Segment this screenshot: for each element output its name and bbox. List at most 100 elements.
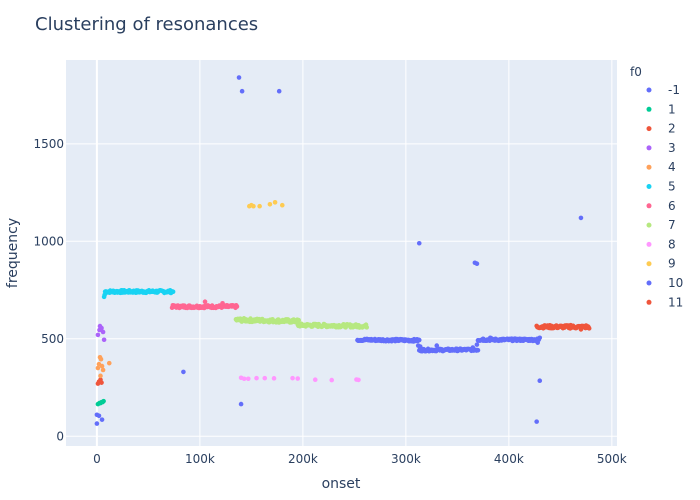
series-6 — [169, 299, 240, 311]
data-point — [98, 356, 104, 362]
legend-marker — [646, 203, 652, 209]
data-point — [99, 380, 104, 385]
data-point — [537, 378, 543, 383]
data-point — [236, 75, 242, 80]
data-point — [202, 299, 208, 305]
legend-label: 8 — [668, 237, 676, 251]
legend-label: 1 — [668, 102, 676, 116]
data-point — [239, 88, 245, 94]
data-point — [420, 347, 425, 352]
legend-marker — [646, 299, 652, 305]
y-tick-label: 1500 — [33, 137, 64, 151]
data-point — [238, 401, 244, 407]
x-axis-title: onset — [322, 476, 361, 492]
data-point — [262, 375, 268, 381]
data-point — [470, 345, 476, 350]
data-point — [220, 300, 225, 306]
series-11 — [534, 322, 592, 332]
legend-marker — [646, 261, 652, 267]
legend-label: 9 — [668, 257, 676, 271]
legend-marker — [646, 145, 652, 151]
legend-item-2[interactable]: 2 — [646, 122, 676, 136]
data-point — [449, 348, 455, 353]
data-point — [101, 337, 107, 343]
series-2 — [95, 377, 104, 386]
axis-layer: 0 100k 200k 300k 400k 500k 0 500 1000 1500 — [33, 137, 626, 466]
legend-item-10[interactable]: 10 — [646, 276, 684, 290]
legend-marker — [646, 280, 652, 286]
chart-title: Clustering of resonances — [35, 14, 258, 35]
data-point — [254, 375, 259, 381]
legend-label: 10 — [668, 276, 683, 290]
legend-label: 6 — [668, 199, 676, 213]
legend-item-11[interactable]: 11 — [646, 295, 684, 309]
data-point — [276, 88, 282, 94]
series-10 — [355, 335, 543, 354]
data-point — [416, 337, 422, 343]
y-tick-label: 500 — [41, 332, 64, 346]
data-point — [534, 419, 539, 424]
data-point — [95, 332, 101, 338]
data-point — [583, 323, 589, 328]
data-point — [234, 304, 240, 309]
legend[interactable]: f0 -1 1 2 3 4 5 6 7 8 9 10 11 — [630, 65, 683, 309]
series-7 — [233, 316, 370, 330]
data-point — [578, 215, 584, 221]
data-point — [95, 365, 101, 371]
data-point — [290, 375, 295, 381]
x-tick-label: 400k — [494, 452, 524, 466]
data-point — [329, 377, 335, 383]
series-8 — [238, 375, 361, 383]
data-point — [578, 327, 584, 332]
data-point — [296, 317, 302, 323]
data-point — [94, 421, 100, 426]
data-point — [271, 376, 277, 381]
legend-marker — [646, 106, 652, 112]
legend-label: 4 — [668, 160, 676, 174]
series-3 — [95, 323, 107, 343]
data-point — [241, 376, 247, 382]
plot-background — [66, 60, 617, 446]
legend-item-4[interactable]: 4 — [646, 160, 676, 174]
data-point — [474, 261, 480, 267]
legend-marker — [646, 184, 652, 189]
data-point — [100, 329, 106, 335]
data-point — [99, 363, 105, 369]
legend-marker — [646, 126, 652, 132]
data-point — [181, 369, 186, 375]
data-point — [434, 343, 440, 348]
legend-item-7[interactable]: 7 — [646, 218, 676, 232]
legend-item-5[interactable]: 5 — [646, 180, 676, 194]
legend-label: -1 — [668, 83, 680, 97]
data-point — [279, 202, 285, 208]
data-point — [568, 322, 573, 328]
y-tick-label: 1000 — [33, 234, 64, 248]
data-point — [272, 200, 278, 205]
legend-label: 11 — [668, 295, 683, 309]
legend-item-6[interactable]: 6 — [646, 199, 676, 213]
legend-item-9[interactable]: 9 — [646, 257, 676, 271]
series-1 — [95, 398, 106, 407]
series--1 — [94, 75, 584, 426]
data-point — [537, 335, 543, 341]
legend-item-3[interactable]: 3 — [646, 141, 676, 155]
x-tick-label: 500k — [597, 452, 627, 466]
data-point — [257, 203, 262, 209]
data-point — [101, 398, 106, 404]
legend-marker — [646, 87, 652, 93]
legend-item-8[interactable]: 8 — [646, 237, 676, 251]
legend-label: 7 — [668, 218, 676, 232]
data-point — [106, 360, 112, 366]
legend-item--1[interactable]: -1 — [646, 83, 680, 97]
legend-label: 3 — [668, 141, 676, 155]
data-point — [586, 326, 592, 331]
data-point — [535, 340, 540, 345]
data-point — [267, 201, 273, 207]
data-point — [364, 325, 370, 330]
data-point — [356, 377, 361, 383]
legend-label: 5 — [668, 180, 676, 194]
data-point — [474, 342, 480, 347]
y-axis-title: frequency — [5, 218, 21, 288]
legend-item-1[interactable]: 1 — [646, 102, 676, 116]
